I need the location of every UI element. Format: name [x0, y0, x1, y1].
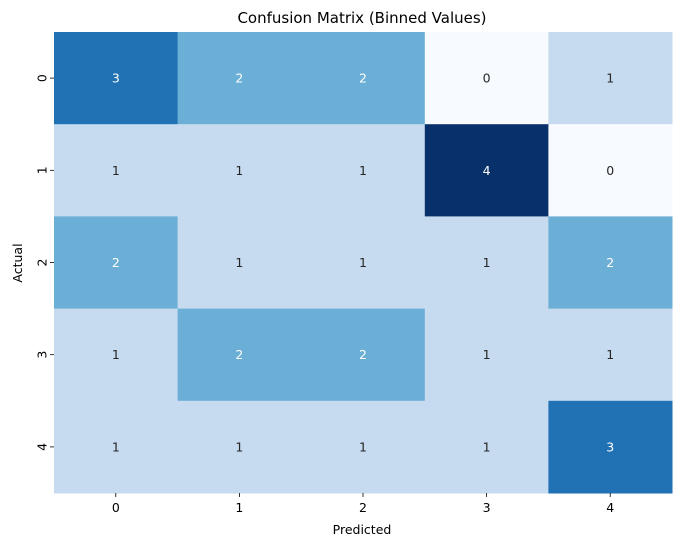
cell-value-label: 1 [112, 347, 120, 362]
cell-value-label: 1 [235, 439, 243, 454]
y-tick-label: 4 [35, 443, 50, 451]
heatmap-cell [177, 124, 302, 217]
y-axis-ticks: 0 1 2 3 4 [35, 74, 54, 451]
heatmap-cell [424, 216, 549, 310]
heatmap-cell [177, 400, 302, 494]
heatmap-cell [177, 32, 302, 125]
x-tick-label: 0 [112, 500, 120, 515]
cell-value-label: 1 [235, 163, 243, 178]
heatmap-cell [54, 124, 179, 217]
heatmap-cell [548, 308, 673, 402]
cell-value-label: 1 [359, 163, 367, 178]
heatmap-cell [301, 124, 426, 217]
cell-value-label: 1 [359, 439, 367, 454]
y-tick-label: 2 [35, 259, 50, 267]
cell-value-label: 3 [112, 71, 120, 86]
heatmap-cell [301, 308, 426, 402]
cell-value-label: 0 [483, 71, 491, 86]
cell-value-label: 2 [359, 71, 367, 86]
heatmap-cell [54, 216, 179, 310]
heatmap-cell [177, 216, 302, 310]
heatmap-cell [548, 32, 673, 125]
heatmap-cell [301, 400, 426, 494]
heatmap-cell [54, 308, 179, 402]
cell-value-label: 1 [483, 439, 491, 454]
heatmap-cell [54, 32, 179, 125]
heatmap-cell [177, 308, 302, 402]
heatmap-cell [54, 400, 179, 494]
heatmap-cell [301, 216, 426, 310]
heatmap-cell [548, 124, 673, 217]
y-axis-label: Actual [10, 243, 25, 282]
x-tick-label: 2 [359, 500, 367, 515]
cell-value-label: 2 [112, 255, 120, 270]
cell-value-label: 3 [606, 439, 614, 454]
y-tick-label: 0 [35, 74, 50, 82]
heatmap-cell [424, 124, 549, 217]
heatmap-cell [424, 400, 549, 494]
heatmap-cells: 3 2 2 0 1 1 1 1 4 0 2 1 1 1 2 1 2 2 1 1 1 1 1 1 3 [54, 32, 673, 494]
y-tick-label: 3 [35, 351, 50, 359]
cell-value-label: 1 [483, 347, 491, 362]
cell-value-label: 1 [483, 255, 491, 270]
cell-value-label: 1 [112, 163, 120, 178]
cell-value-label: 1 [359, 255, 367, 270]
heatmap-cell [424, 308, 549, 402]
chart-title: Confusion Matrix (Binned Values) [237, 9, 486, 27]
cell-value-label: 1 [235, 255, 243, 270]
x-tick-label: 3 [483, 500, 491, 515]
cell-value-label: 1 [112, 439, 120, 454]
cell-value-label: 2 [235, 71, 243, 86]
x-axis-ticks: 0 1 2 3 4 [112, 493, 614, 515]
cell-value-label: 4 [483, 163, 491, 178]
x-tick-label: 1 [235, 500, 243, 515]
cell-value-label: 0 [606, 163, 614, 178]
y-tick-label: 1 [35, 166, 50, 174]
cell-value-label: 2 [359, 347, 367, 362]
heatmap-cell [424, 32, 549, 125]
x-tick-label: 4 [606, 500, 614, 515]
heatmap-cell [548, 400, 673, 494]
heatmap-cell [301, 32, 426, 125]
cell-value-label: 1 [606, 347, 614, 362]
cell-value-label: 2 [606, 255, 614, 270]
cell-value-label: 2 [235, 347, 243, 362]
cell-value-label: 1 [606, 71, 614, 86]
heatmap-cell [548, 216, 673, 310]
x-axis-label: Predicted [333, 522, 392, 537]
